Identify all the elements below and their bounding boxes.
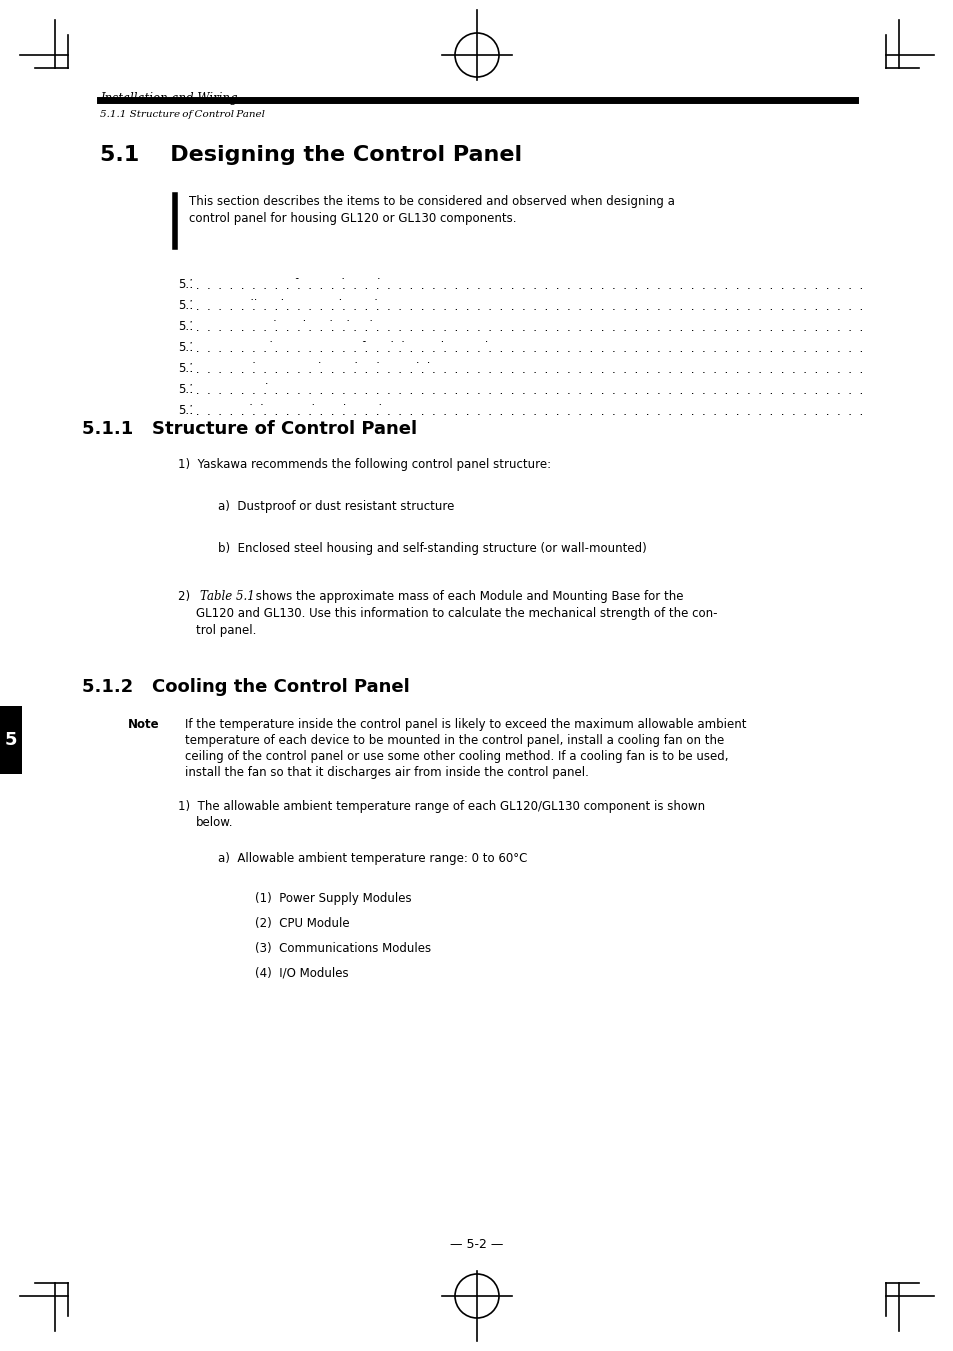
Text: 5.1.1: 5.1.1 (178, 278, 208, 290)
Text: 5.1.5: 5.1.5 (178, 362, 208, 376)
Text: a)  Allowable ambient temperature range: 0 to 60°C: a) Allowable ambient temperature range: … (218, 852, 527, 865)
Text: below.: below. (195, 816, 233, 830)
Bar (0, 707, 22, 774)
Text: (2)  CPU Module: (2) CPU Module (254, 917, 349, 929)
Text: Module Mounting Dimensions: Module Mounting Dimensions (228, 404, 402, 417)
Text: trol panel.: trol panel. (195, 624, 256, 638)
Text: a)  Dustproof or dust resistant structure: a) Dustproof or dust resistant structure (218, 500, 454, 513)
Text: Mounting Base Layout: Mounting Base Layout (228, 382, 359, 396)
Text: Cooling the Control Panel: Cooling the Control Panel (228, 299, 377, 312)
Text: (4)  I/O Modules: (4) I/O Modules (254, 967, 348, 979)
Text: shows the approximate mass of each Module and Mounting Base for the: shows the approximate mass of each Modul… (252, 590, 682, 603)
Text: .  .  .  .  .  .  .  .  .  .  .  .  .  .  .  .  .  .  .  .  .  .  .  .  .  .  . : . . . . . . . . . . . . . . . . . . . . … (193, 342, 866, 355)
Text: 5.1.1 Structure of Control Panel: 5.1.1 Structure of Control Panel (100, 109, 265, 119)
Text: Preventing Electrical Noise: Preventing Electrical Noise (228, 320, 386, 332)
Text: 1)  Yaskawa recommends the following control panel structure:: 1) Yaskawa recommends the following cont… (178, 458, 551, 471)
Text: b)  Enclosed steel housing and self-standing structure (or wall-mounted): b) Enclosed steel housing and self-stand… (218, 542, 646, 555)
Text: .  .  .  .  .  .  .  .  .  .  .  .  .  .  .  .  .  .  .  .  .  .  .  .  .  .  . : . . . . . . . . . . . . . . . . . . . . … (193, 300, 866, 313)
Text: 1)  The allowable ambient temperature range of each GL120/GL130 component is sho: 1) The allowable ambient temperature ran… (178, 800, 704, 813)
Text: 5-8: 5-8 (825, 382, 844, 396)
Text: 5: 5 (5, 731, 17, 748)
Text: — 5-2 —: — 5-2 — (450, 1238, 503, 1251)
Text: 5.1.4: 5.1.4 (178, 340, 208, 354)
Text: 5-3: 5-3 (825, 320, 844, 332)
Text: control panel for housing GL120 or GL130 components.: control panel for housing GL120 or GL130… (189, 212, 516, 226)
Text: (3)  Communications Modules: (3) Communications Modules (254, 942, 431, 955)
Text: .  .  .  .  .  .  .  .  .  .  .  .  .  .  .  .  .  .  .  .  .  .  .  .  .  .  . : . . . . . . . . . . . . . . . . . . . . … (193, 405, 866, 417)
Text: If the temperature inside the control panel is likely to exceed the maximum allo: If the temperature inside the control pa… (185, 717, 745, 731)
Text: 5.1.6: 5.1.6 (178, 382, 208, 396)
Text: GL120 and GL130. Use this information to calculate the mechanical strength of th: GL120 and GL130. Use this information to… (195, 607, 717, 620)
Text: Approximate Masses of Modules and Mounting Bases: Approximate Masses of Modules and Mounti… (228, 340, 541, 354)
Text: 5.1    Designing the Control Panel: 5.1 Designing the Control Panel (100, 145, 521, 165)
Text: 2): 2) (178, 590, 197, 603)
Text: temperature of each device to be mounted in the control panel, install a cooling: temperature of each device to be mounted… (185, 734, 723, 747)
Text: 5-2: 5-2 (825, 278, 844, 290)
Text: (1)  Power Supply Modules: (1) Power Supply Modules (254, 892, 411, 905)
Text: Note: Note (128, 717, 159, 731)
Text: install the fan so that it discharges air from inside the control panel.: install the fan so that it discharges ai… (185, 766, 588, 780)
Text: 5-2: 5-2 (825, 299, 844, 312)
Text: This section describes the items to be considered and observed when designing a: This section describes the items to be c… (189, 195, 674, 208)
Text: 5.1.3: 5.1.3 (178, 320, 208, 332)
Text: 5.1.1   Structure of Control Panel: 5.1.1 Structure of Control Panel (82, 420, 416, 438)
Text: Structure of Control Panel: Structure of Control Panel (228, 278, 380, 290)
Text: .  .  .  .  .  .  .  .  .  .  .  .  .  .  .  .  .  .  .  .  .  .  .  .  .  .  . : . . . . . . . . . . . . . . . . . . . . … (193, 363, 866, 376)
Text: .  .  .  .  .  .  .  .  .  .  .  .  .  .  .  .  .  .  .  .  .  .  .  .  .  .  . : . . . . . . . . . . . . . . . . . . . . … (193, 322, 866, 334)
Text: 5-5: 5-5 (825, 340, 844, 354)
Text: ceiling of the control panel or use some other cooling method. If a cooling fan : ceiling of the control panel or use some… (185, 750, 728, 763)
Text: Maximum Heating Value by Modules: Maximum Heating Value by Modules (228, 362, 443, 376)
Text: .  .  .  .  .  .  .  .  .  .  .  .  .  .  .  .  .  .  .  .  .  .  .  .  .  .  . : . . . . . . . . . . . . . . . . . . . . … (193, 384, 866, 397)
Text: 5.1.2   Cooling the Control Panel: 5.1.2 Cooling the Control Panel (82, 678, 410, 696)
Text: 5.1.2: 5.1.2 (178, 299, 208, 312)
Text: .  .  .  .  .  .  .  .  .  .  .  .  .  .  .  .  .  .  .  .  .  .  .  .  .  .  . : . . . . . . . . . . . . . . . . . . . . … (193, 280, 866, 292)
Text: Table 5.1: Table 5.1 (200, 590, 254, 603)
Text: 5-12: 5-12 (818, 404, 844, 417)
Text: 5-7: 5-7 (825, 362, 844, 376)
Text: Installation and Wiring: Installation and Wiring (100, 92, 237, 105)
Text: 5.1.7: 5.1.7 (178, 404, 208, 417)
